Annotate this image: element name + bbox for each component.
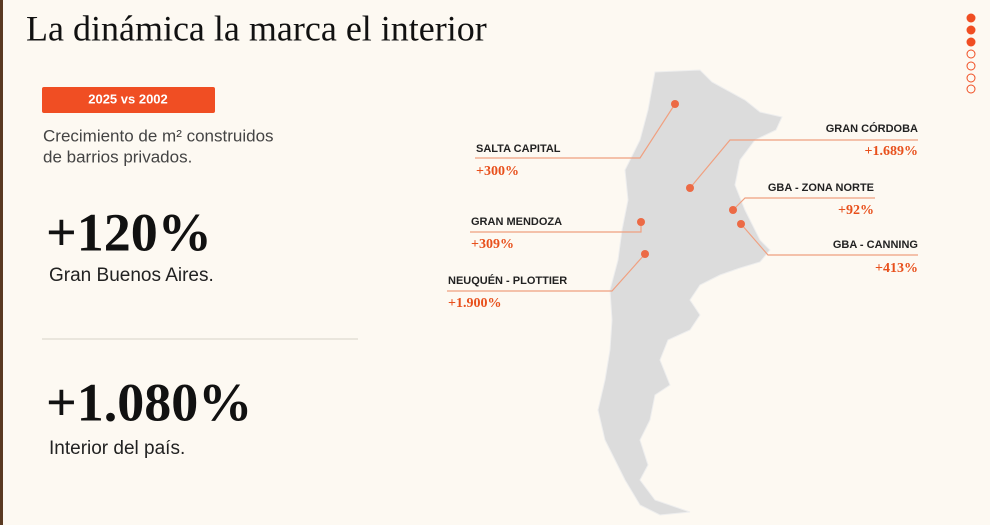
page-dot[interactable] (966, 25, 976, 35)
page-dot[interactable] (966, 73, 976, 83)
location-value: +309% (471, 237, 514, 252)
page-dot[interactable] (966, 49, 976, 59)
location-dot (737, 220, 745, 228)
location-dot (637, 218, 645, 226)
location-value: +1.900% (448, 296, 501, 311)
leader-line (689, 139, 918, 189)
location-dot (641, 250, 649, 258)
page-dot[interactable] (966, 13, 976, 23)
stat-value: +1.080% (46, 372, 252, 432)
pagination (966, 13, 976, 94)
location-dot (686, 184, 694, 192)
stat-label: Gran Buenos Aires. (49, 265, 214, 286)
location-name: SALTA CAPITAL (476, 143, 561, 155)
badge-text: 2025 vs 2002 (88, 91, 168, 106)
leader-line (732, 197, 875, 211)
stat-value: +120% (46, 202, 212, 262)
leader-line (475, 103, 676, 159)
location-name: NEUQUÉN - PLOTTIER (448, 274, 567, 287)
location-value: +413% (875, 261, 918, 276)
subtitle-line: Crecimiento de m² construidos (43, 126, 274, 145)
location-dot (671, 100, 679, 108)
subtitle-line: de barrios privados. (43, 147, 192, 166)
page-dot[interactable] (966, 61, 976, 71)
location-value: +1.689% (865, 144, 918, 159)
page-dot[interactable] (966, 37, 976, 47)
leader-line (740, 223, 918, 256)
badge (42, 87, 215, 113)
location-name: GRAN CÓRDOBA (826, 122, 918, 135)
location-name: GRAN MENDOZA (471, 216, 562, 228)
location-value: +92% (838, 203, 874, 218)
edge-strip (0, 0, 3, 525)
leader-line (447, 253, 646, 292)
title: La dinámica la marca el interior (26, 8, 487, 48)
location-name: GBA - ZONA NORTE (768, 182, 874, 194)
stat-label: Interior del país. (49, 438, 185, 459)
location-name: GBA - CANNING (833, 239, 918, 251)
map-argentina (597, 69, 783, 516)
page-dot[interactable] (966, 84, 976, 94)
location-value: +300% (476, 164, 519, 179)
location-dot (729, 206, 737, 214)
